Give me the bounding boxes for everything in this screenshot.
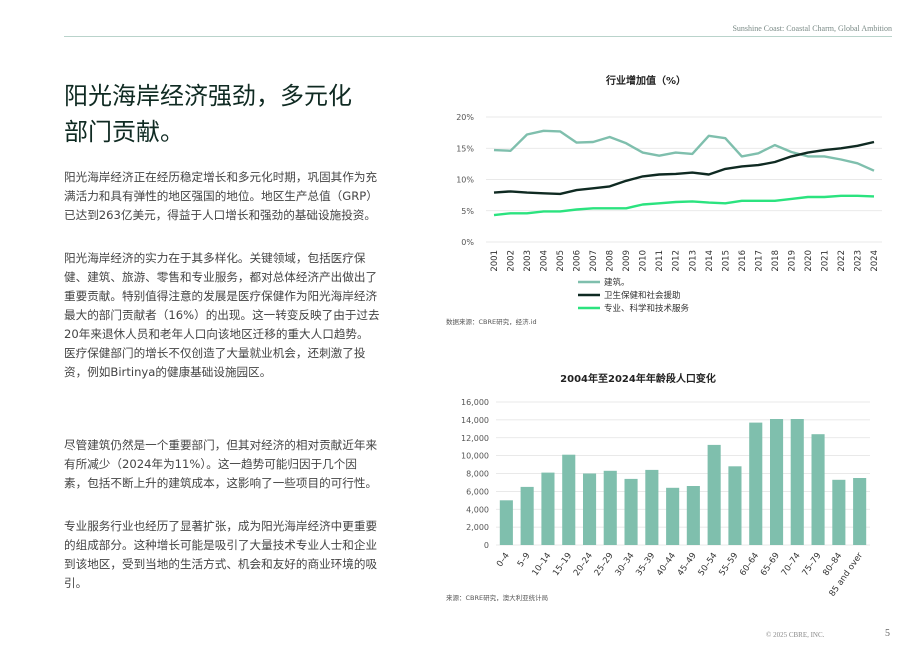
bar	[728, 466, 742, 545]
bar	[686, 486, 700, 545]
line-chart-xtick: 2020	[804, 250, 814, 272]
line-chart-xtick: 2004	[540, 250, 550, 272]
line-chart-xtick: 2011	[655, 250, 665, 272]
bar-chart-ytick: 10,000	[461, 452, 489, 461]
bar-chart-ytick: 2,000	[466, 523, 489, 532]
bar-chart-ytick: 4,000	[466, 505, 489, 514]
bar-chart-ytick: 16,000	[461, 398, 489, 407]
line-chart-xtick: 2015	[721, 250, 731, 272]
line-chart-ytick: 5%	[461, 207, 474, 216]
line-chart-xtick: 2006	[573, 250, 583, 272]
industry-value-added-chart: 行业增加值（%） 0% 5% 10% 15% 20% 2001 2002 2003 2004 2…	[446, 74, 882, 326]
bar-chart-xtick: 25–29	[593, 551, 616, 578]
bar-chart-xtick: 50–54	[697, 551, 720, 578]
bar	[562, 454, 576, 545]
line-series-3	[493, 194, 875, 217]
line-chart-title: 行业增加值（%）	[605, 74, 686, 87]
bar	[666, 487, 680, 545]
bar	[541, 472, 555, 545]
bar-chart-xtick: 20–24	[572, 551, 595, 578]
bar-chart-ytick: 14,000	[461, 416, 489, 425]
bar	[811, 434, 825, 545]
bar-chart-xtick: 75–79	[800, 551, 823, 578]
bar-chart-ytick: 8,000	[466, 470, 489, 479]
bar-chart-xtick: 15–19	[551, 551, 574, 578]
bar-chart-xtick: 10–14	[530, 551, 553, 578]
paragraph-diversity: 阳光海岸经济的实力在于其多样化。关键领域，包括医疗保健、建筑、旅游、零售和专业服…	[64, 251, 380, 379]
header-title: Sunshine Coast: Coastal Charm, Global Am…	[732, 24, 892, 33]
page-title: 阳光海岸经济强劲，多元化部门贡献。	[64, 82, 352, 146]
bar	[520, 486, 534, 545]
bar-chart-xtick: 60–64	[738, 551, 761, 578]
line-chart-xtick: 2005	[556, 250, 566, 272]
line-series-2	[493, 140, 875, 196]
line-chart-xtick: 2008	[606, 250, 616, 272]
line-chart-ytick: 0%	[461, 238, 474, 247]
bar-chart-xtick: 35–39	[634, 551, 657, 578]
paragraph-intro: 阳光海岸经济正在经历稳定增长和多元化时期，巩固其作为充满活力和具有弹性的地区强国…	[64, 170, 378, 222]
legend-label: 建筑。	[604, 277, 630, 288]
bar-chart-xtick: 30–34	[613, 551, 636, 578]
line-series-1	[493, 129, 875, 172]
bar-chart-xtick: 70–74	[780, 551, 803, 578]
page-number: 5	[885, 628, 890, 639]
bar	[583, 473, 597, 545]
line-chart-xtick: 2002	[507, 250, 517, 272]
line-chart-source: 数据来源：CBRE研究，经济.id	[446, 317, 537, 326]
bar-chart-ytick: 6,000	[466, 487, 489, 496]
bar	[749, 422, 763, 545]
bar	[832, 479, 846, 545]
bar-chart-ytick: 12,000	[461, 434, 489, 443]
bar-chart-xtick: 45–49	[676, 551, 699, 578]
line-chart-xtick: 2019	[787, 250, 797, 272]
bar-chart-xtick: 40–44	[655, 551, 678, 578]
line-chart-xtick: 2016	[738, 250, 748, 272]
bar	[645, 469, 659, 545]
line-chart-xtick: 2017	[754, 250, 764, 272]
bar-chart-xtick: 5–9	[516, 551, 533, 569]
line-chart-xtick: 2007	[589, 250, 599, 272]
line-chart-xtick: 2001	[490, 250, 500, 272]
age-population-change-chart: 2004年至2024年年龄段人口变化 0 2,000 4,000 6,000 8,000…	[446, 372, 870, 602]
line-chart-xtick: 2003	[523, 250, 533, 272]
line-chart-xtick: 2023	[853, 250, 863, 272]
bar-chart-title: 2004年至2024年年龄段人口变化	[560, 372, 716, 385]
legend-label: 卫生保健和社会援助	[604, 290, 681, 301]
header-rule	[64, 36, 892, 37]
line-chart-xtick: 2014	[705, 250, 715, 272]
line-chart-xtick: 2013	[688, 250, 698, 272]
line-chart-ytick: 15%	[456, 144, 474, 153]
paragraph-professional-services: 专业服务行业也经历了显著扩张，成为阳光海岸经济中更重要的组成部分。这种增长可能是…	[64, 519, 378, 590]
paragraph-construction: 尽管建筑仍然是一个重要部门，但其对经济的相对贡献近年来有所减少（2024年为11…	[64, 438, 378, 490]
line-chart-xtick: 2010	[639, 250, 649, 272]
bar	[790, 419, 804, 545]
line-chart-ytick: 10%	[456, 176, 474, 185]
footer-copyright: © 2025 CBRE, INC.	[766, 631, 825, 639]
line-chart-xtick: 2021	[820, 250, 830, 272]
bar	[770, 419, 784, 545]
line-chart-xtick: 2018	[771, 250, 781, 272]
line-chart-xtick: 2012	[672, 250, 682, 272]
bar	[603, 470, 617, 545]
legend-label: 专业、科学和技术服务	[604, 303, 690, 314]
bar	[707, 444, 721, 545]
line-chart-xtick: 2024	[870, 250, 880, 272]
line-chart-xtick: 2009	[622, 250, 632, 272]
bar-chart-xtick: 55–59	[717, 551, 740, 578]
bar-chart-source: 来源：CBRE研究，澳大利亚统计局	[446, 593, 548, 602]
bar	[624, 478, 638, 545]
bar-chart-xtick: 65–69	[759, 551, 782, 578]
bar-chart-xtick: 0–4	[495, 551, 512, 569]
line-chart-ytick: 20%	[456, 113, 474, 122]
bar	[853, 478, 867, 545]
bar	[499, 500, 513, 545]
line-chart-xtick: 2022	[837, 250, 847, 272]
bar-chart-ytick: 0	[484, 541, 489, 550]
